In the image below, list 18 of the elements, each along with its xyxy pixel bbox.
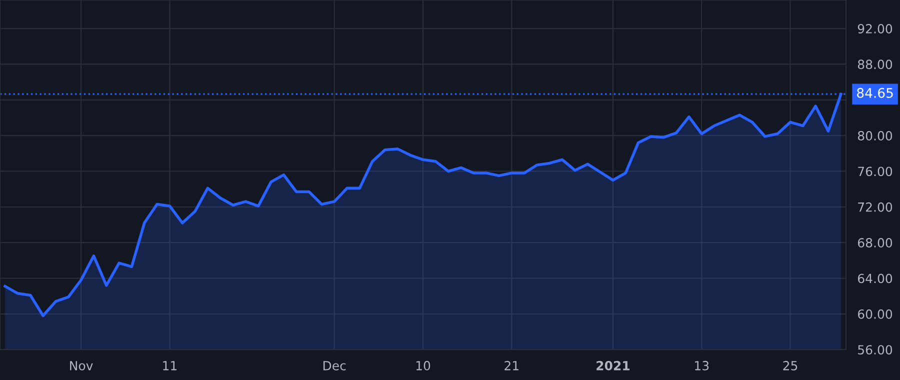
y-tick-label: 56.00 <box>858 345 892 355</box>
y-tick-label: 64.00 <box>858 274 892 284</box>
y-tick-label: 68.00 <box>858 238 892 248</box>
x-tick-label: Dec <box>323 361 346 370</box>
y-tick-label: 80.00 <box>858 131 892 140</box>
x-tick-label: Nov <box>70 361 93 370</box>
y-tick-label: 88.00 <box>858 60 892 70</box>
x-tick-label: 11 <box>163 361 177 370</box>
x-tick-label: 21 <box>504 360 518 370</box>
x-tick-label: 2021 <box>596 360 630 370</box>
y-tick-label: 92.00 <box>858 24 892 34</box>
ref-line-label: 84.65 <box>857 88 893 98</box>
x-tick-label: 13 <box>695 360 709 370</box>
y-tick-label: 60.00 <box>858 309 892 319</box>
x-tick-label: 10 <box>416 360 430 370</box>
x-tick-label: 25 <box>783 360 798 370</box>
y-tick-label: 72.00 <box>858 202 892 212</box>
y-tick-label: 76.00 <box>858 166 892 176</box>
